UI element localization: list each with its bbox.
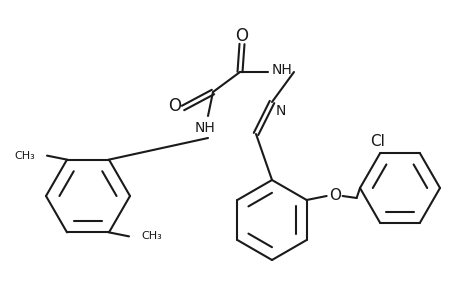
Text: NH: NH xyxy=(271,63,292,77)
Text: Cl: Cl xyxy=(370,134,385,149)
Text: NH: NH xyxy=(194,121,215,135)
Text: CH₃: CH₃ xyxy=(14,151,35,160)
Text: O: O xyxy=(328,188,340,202)
Text: N: N xyxy=(275,104,285,118)
Text: CH₃: CH₃ xyxy=(141,231,162,242)
Text: O: O xyxy=(235,27,248,45)
Text: O: O xyxy=(168,97,181,115)
